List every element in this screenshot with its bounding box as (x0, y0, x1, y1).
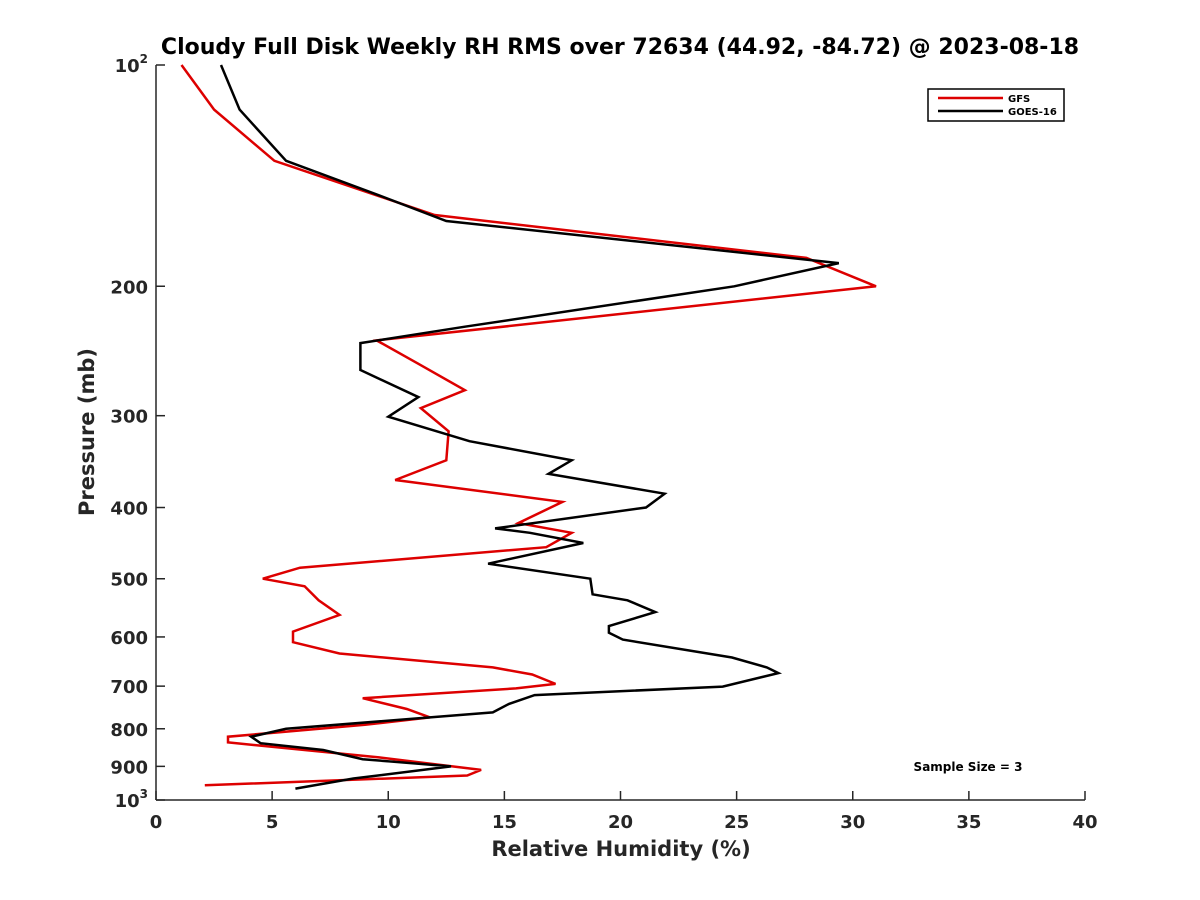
chart-title: Cloudy Full Disk Weekly RH RMS over 7263… (161, 35, 1079, 60)
y-tick-label: 700 (110, 677, 148, 698)
x-tick-label: 40 (1072, 812, 1097, 833)
x-axis-ticks: 0 5 10 15 20 25 30 35 40 (150, 791, 1098, 833)
series-line-gfs (180, 64, 877, 787)
legend: GFS GOES-16 (927, 88, 1065, 122)
y-tick-label: 103 (115, 787, 148, 812)
series-line-goes-16 (219, 64, 840, 790)
y-axis-label: Pressure (mb) (75, 348, 99, 516)
legend-label-goes-16: GOES-16 (1008, 107, 1057, 118)
x-axis-label: Relative Humidity (%) (491, 837, 750, 861)
y-axis-ticks: 102 200 300 400 500 600 700 800 900 103 (110, 52, 165, 812)
y-tick-label: 300 (110, 407, 148, 428)
x-tick-label: 10 (376, 812, 401, 833)
x-tick-label: 35 (956, 812, 981, 833)
sample-size-annotation: Sample Size = 3 (914, 760, 1023, 774)
x-tick-label: 30 (840, 812, 865, 833)
y-tick-label: 900 (110, 757, 148, 778)
x-tick-label: 20 (608, 812, 633, 833)
y-tick-label: 200 (110, 277, 148, 298)
y-tick-label: 800 (110, 720, 148, 741)
y-tick-label: 500 (110, 570, 148, 591)
legend-label-gfs: GFS (1008, 94, 1030, 105)
x-tick-label: 15 (492, 812, 517, 833)
y-tick-label: 102 (115, 52, 148, 77)
x-tick-label: 0 (150, 812, 163, 833)
y-tick-label: 400 (110, 499, 148, 520)
x-tick-label: 25 (724, 812, 749, 833)
y-tick-label: 600 (110, 628, 148, 649)
x-tick-label: 5 (266, 812, 279, 833)
legend-box (927, 88, 1065, 122)
series-layer (180, 64, 877, 790)
